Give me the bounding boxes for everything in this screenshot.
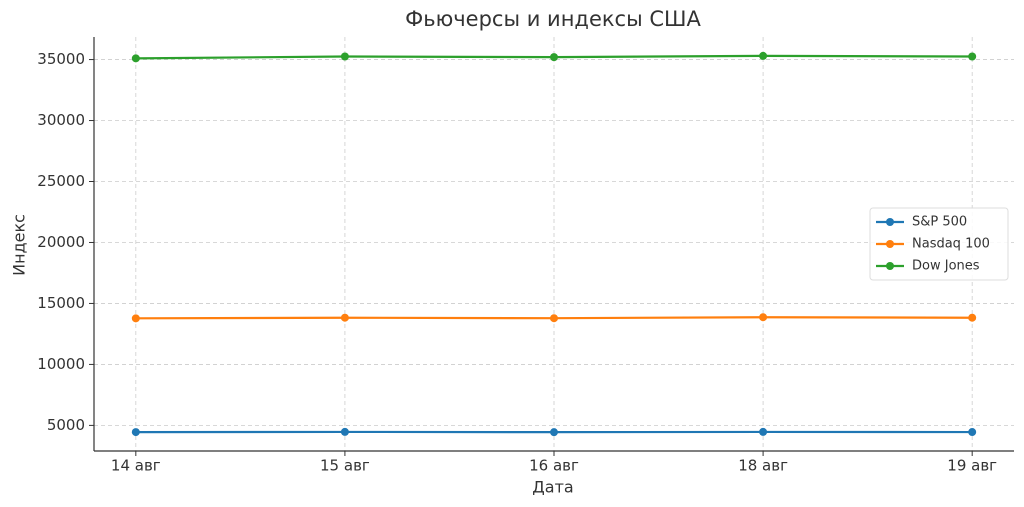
data-point bbox=[759, 313, 768, 322]
x-tick-label: 19 авг bbox=[947, 457, 997, 475]
data-point bbox=[759, 427, 768, 436]
legend: S&P 500 Nasdaq 100 Dow Jones bbox=[869, 207, 1009, 281]
x-tick-label: 18 авг bbox=[738, 457, 788, 475]
x-tick-label: 14 авг bbox=[111, 457, 161, 475]
data-point bbox=[131, 54, 140, 63]
y-tick-label: 10000 bbox=[37, 355, 85, 373]
data-point bbox=[550, 53, 558, 62]
data-point bbox=[550, 314, 558, 323]
data-point bbox=[550, 428, 558, 437]
legend-label: S&P 500 bbox=[912, 215, 967, 230]
legend-label: Nasdaq 100 bbox=[912, 237, 990, 252]
y-tick-label: 35000 bbox=[37, 50, 85, 68]
y-tick-label: 30000 bbox=[37, 111, 85, 129]
legend-marker bbox=[886, 240, 894, 248]
data-point bbox=[131, 314, 140, 323]
data-point bbox=[340, 427, 349, 436]
legend-label: Dow Jones bbox=[912, 259, 980, 274]
data-point bbox=[759, 51, 768, 60]
x-axis-label: Дата bbox=[532, 478, 573, 497]
data-point bbox=[968, 428, 977, 437]
data-point bbox=[340, 313, 349, 322]
y-tick-label: 5000 bbox=[47, 416, 85, 434]
data-point bbox=[340, 52, 349, 61]
legend-marker bbox=[886, 218, 894, 226]
y-axis-label: Индекс bbox=[10, 214, 29, 276]
legend-box bbox=[869, 207, 1009, 281]
x-tick-label: 16 авг bbox=[529, 457, 579, 475]
x-tick-label: 15 авг bbox=[320, 457, 370, 475]
data-point bbox=[131, 428, 140, 437]
data-point bbox=[968, 52, 977, 61]
chart-title: Фьючерсы и индексы США bbox=[405, 7, 701, 31]
y-tick-label: 25000 bbox=[37, 172, 85, 190]
data-point bbox=[968, 313, 977, 322]
y-tick-label: 15000 bbox=[37, 294, 85, 312]
legend-marker bbox=[886, 262, 894, 270]
y-tick-label: 20000 bbox=[37, 233, 85, 251]
